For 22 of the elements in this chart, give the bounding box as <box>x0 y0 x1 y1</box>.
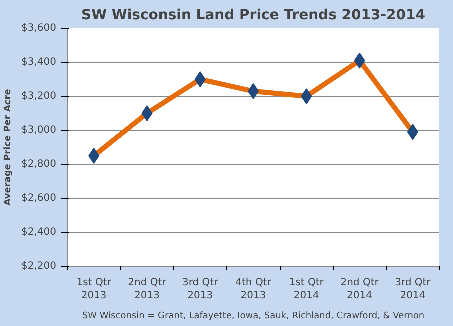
y-tick-label: $3,000 <box>22 125 57 136</box>
y-axis-title: Average Price Per Acre <box>4 89 14 206</box>
point <box>88 148 100 164</box>
y-tick-label: $2,400 <box>22 227 57 238</box>
chart-title: SW Wisconsin Land Price Trends 2013-2014 <box>81 8 426 24</box>
point <box>194 72 206 88</box>
y-tick-label: $3,200 <box>22 91 57 102</box>
y-tick-label: $2,600 <box>22 193 57 204</box>
x-tick-label: 3rd Qtr 2014 <box>395 278 432 302</box>
point <box>142 106 153 122</box>
x-tick-label: 1st Qtr 2014 <box>289 278 325 302</box>
x-tick-label: 1st Qtr 2013 <box>76 278 112 302</box>
y-tick-label: $3,400 <box>22 57 57 68</box>
y-tick-label: $2,800 <box>22 159 57 170</box>
y-tick-label: $3,600 <box>22 23 57 34</box>
y-tick-label: $2,200 <box>22 261 57 272</box>
x-tick-label: 3rd Qtr 2013 <box>182 278 220 302</box>
point <box>301 88 312 104</box>
x-tick-label: 4th Qtr 2013 <box>236 278 272 302</box>
x-tick-label: 2nd Qtr 2014 <box>340 278 380 302</box>
text: SW Wisconsin = Grant, Lafayette, Iowa, Sauk, Richland, Crawford, & Vernon <box>82 312 425 322</box>
x-tick-label: 2nd Qtr 2013 <box>128 278 168 302</box>
